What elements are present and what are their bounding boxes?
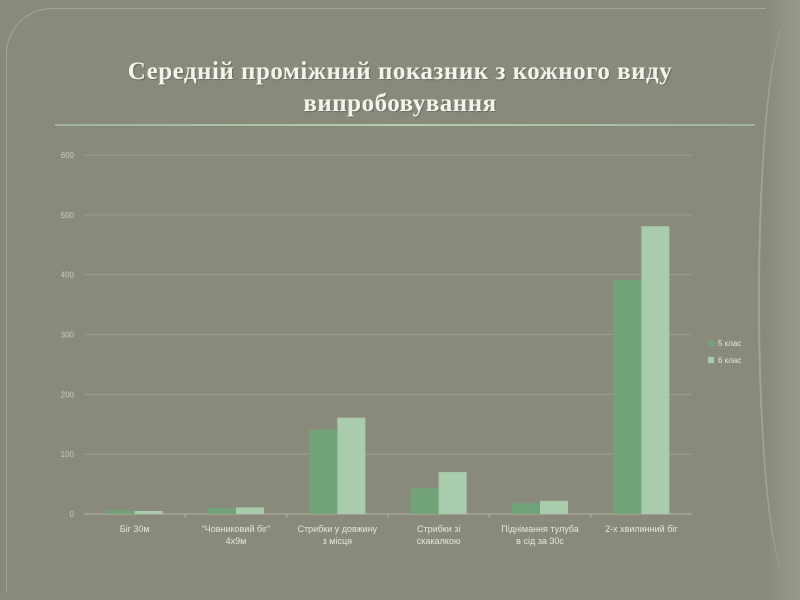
legend-label: 6 клас — [718, 356, 741, 365]
bar — [410, 488, 439, 514]
slide-frame — [6, 8, 793, 593]
x-category-label: 2-х хвилинний біг — [605, 524, 678, 534]
legend-swatch — [708, 340, 714, 346]
y-tick-label: 200 — [61, 390, 75, 399]
bar — [512, 503, 540, 514]
bar — [337, 417, 366, 514]
legend-label: 5 клас — [718, 339, 741, 348]
bar — [613, 280, 642, 514]
bar — [641, 226, 670, 514]
bar — [309, 429, 338, 514]
title-divider — [55, 124, 755, 126]
bar — [106, 510, 135, 514]
bar — [208, 508, 236, 514]
bar — [438, 472, 467, 514]
x-category-label: Піднімання тулуба в сід за 30с — [501, 524, 579, 546]
x-category-label: Стрибки у довжину з місця — [297, 524, 377, 546]
x-category-label: Стрибки зі скакалкою — [417, 524, 461, 546]
bar — [134, 511, 163, 514]
y-tick-label: 0 — [70, 510, 75, 519]
y-tick-label: 600 — [61, 151, 75, 160]
x-category-label: "Човниковий біг" 4х9м — [202, 524, 271, 546]
y-tick-label: 500 — [61, 211, 75, 220]
slide-title: Середній проміжний показник з кожного ви… — [127, 58, 673, 117]
y-tick-label: 300 — [61, 331, 75, 340]
y-tick-label: 400 — [61, 271, 75, 280]
y-tick-label: 100 — [61, 450, 75, 459]
x-category-label: Біг 30м — [120, 524, 150, 534]
bar — [236, 507, 264, 514]
legend-swatch — [708, 357, 714, 363]
slide-decoration-arc — [758, 20, 800, 580]
bar — [540, 500, 568, 514]
